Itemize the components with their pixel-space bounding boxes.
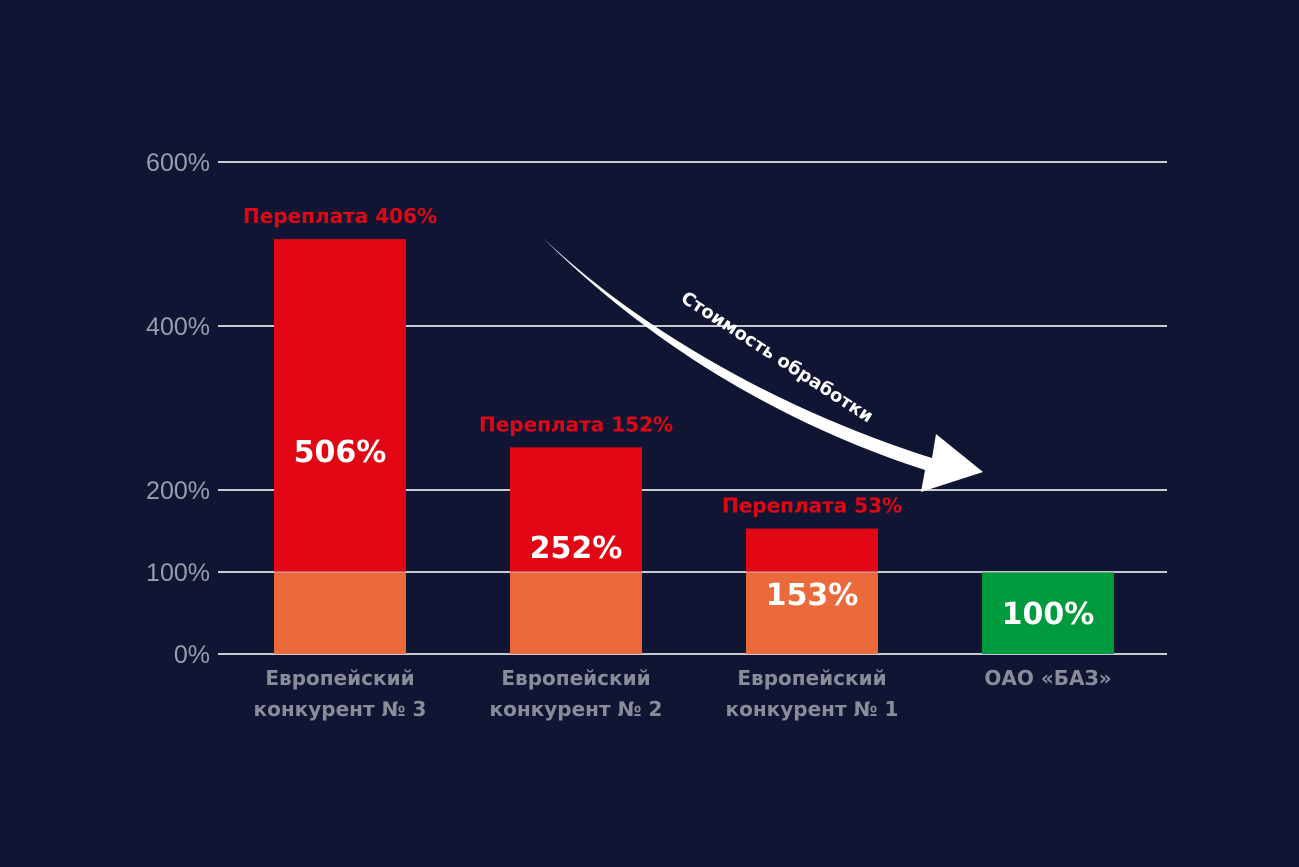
cost-arrow-shape <box>542 237 983 492</box>
y-tick-label: 100% <box>146 559 210 587</box>
bar-base-segment <box>274 572 406 654</box>
y-tick-label: 0% <box>174 641 210 669</box>
bar-base-segment <box>746 572 878 654</box>
category-label: ОАО «БАЗ» <box>984 666 1111 690</box>
bar-baz <box>982 572 1114 654</box>
y-tick-label: 400% <box>146 313 210 341</box>
overpayment-label: Переплата 152% <box>479 412 673 436</box>
value-label: 506% <box>294 435 387 470</box>
bar-base-segment <box>510 572 642 654</box>
category-label: Европейский <box>501 666 650 690</box>
overpayment-label: Переплата 53% <box>722 494 902 518</box>
value-label: 252% <box>530 531 623 566</box>
category-label: конкурент № 3 <box>254 697 427 721</box>
bar-overpayment-segment <box>510 447 642 572</box>
bar-overpayment-segment <box>746 528 878 572</box>
labels-layer: 0% 100% 200% 400% 600% Переплата 406% 506% Евро… <box>146 149 1167 721</box>
value-label: 100% <box>1002 597 1095 632</box>
value-label: 153% <box>766 578 859 613</box>
y-tick-label: 200% <box>146 477 210 505</box>
category-label: конкурент № 2 <box>490 697 663 721</box>
y-tick-label: 600% <box>146 149 210 177</box>
overpayment-label: Переплата 406% <box>243 204 437 228</box>
category-label: Европейский <box>265 666 414 690</box>
category-label: конкурент № 1 <box>726 697 899 721</box>
bars-layer <box>274 239 1114 654</box>
category-label: Европейский <box>737 666 886 690</box>
bar-overpayment-segment <box>274 239 406 572</box>
